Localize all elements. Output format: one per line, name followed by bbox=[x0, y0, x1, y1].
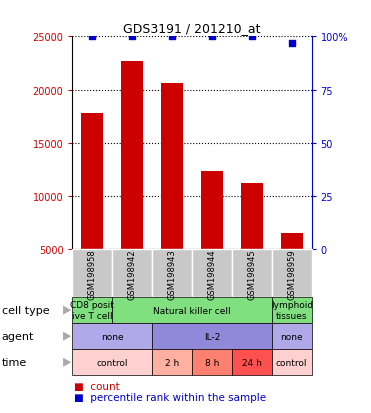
Text: lymphoid
tissues: lymphoid tissues bbox=[270, 301, 313, 320]
Point bbox=[209, 34, 215, 40]
Text: GSM198942: GSM198942 bbox=[128, 248, 137, 299]
Text: control: control bbox=[96, 358, 128, 367]
Text: time: time bbox=[2, 357, 27, 368]
Point bbox=[249, 34, 255, 40]
Bar bbox=[241, 184, 263, 303]
Bar bbox=[281, 234, 303, 303]
Text: none: none bbox=[280, 332, 303, 341]
Text: Natural killer cell: Natural killer cell bbox=[153, 306, 231, 315]
Text: 8 h: 8 h bbox=[205, 358, 219, 367]
Text: GSM198959: GSM198959 bbox=[287, 248, 296, 299]
Point bbox=[89, 34, 95, 40]
Bar bbox=[161, 84, 183, 303]
Title: GDS3191 / 201210_at: GDS3191 / 201210_at bbox=[123, 21, 261, 35]
Point bbox=[289, 40, 295, 47]
Bar bbox=[121, 62, 143, 303]
Text: ■  percentile rank within the sample: ■ percentile rank within the sample bbox=[74, 392, 266, 402]
Text: cell type: cell type bbox=[2, 305, 49, 316]
Text: ■  count: ■ count bbox=[74, 381, 120, 391]
Text: agent: agent bbox=[2, 331, 34, 342]
Text: IL-2: IL-2 bbox=[204, 332, 220, 341]
Text: none: none bbox=[101, 332, 124, 341]
Point bbox=[129, 34, 135, 40]
Bar bbox=[201, 171, 223, 303]
Bar bbox=[81, 114, 103, 303]
Text: CD8 posit
ive T cell: CD8 posit ive T cell bbox=[70, 301, 114, 320]
Text: GSM198945: GSM198945 bbox=[247, 248, 256, 299]
Text: GSM198943: GSM198943 bbox=[168, 248, 177, 299]
Text: GSM198944: GSM198944 bbox=[207, 248, 216, 299]
Text: control: control bbox=[276, 358, 308, 367]
Text: 2 h: 2 h bbox=[165, 358, 179, 367]
Text: GSM198958: GSM198958 bbox=[88, 248, 97, 299]
Point bbox=[169, 34, 175, 40]
Text: 24 h: 24 h bbox=[242, 358, 262, 367]
